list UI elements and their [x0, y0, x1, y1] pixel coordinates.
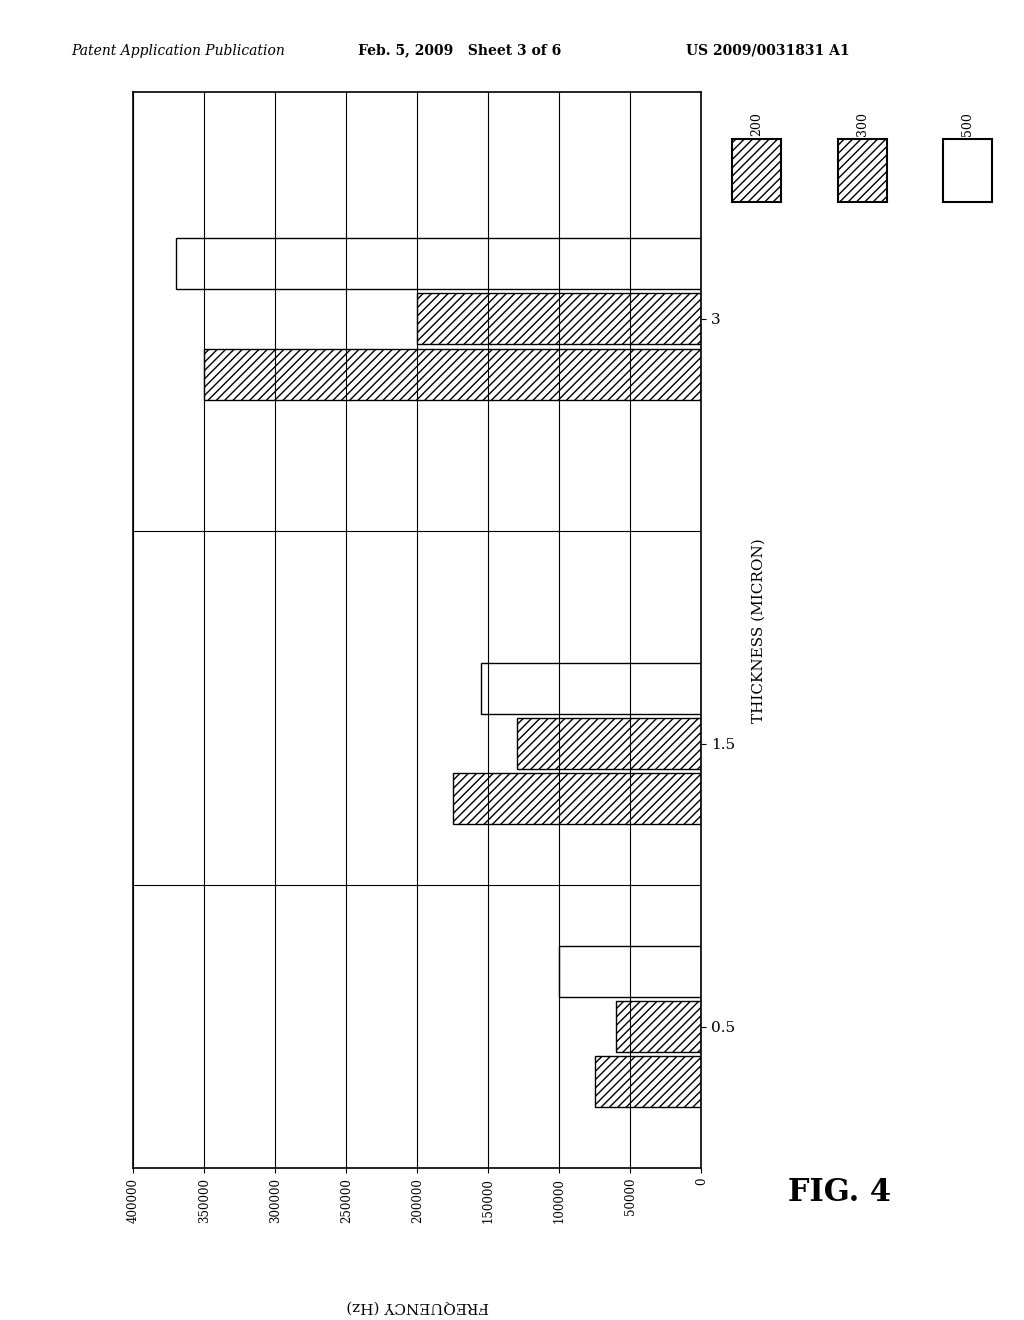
- Y-axis label: THICKNESS (MICRON): THICKNESS (MICRON): [752, 539, 766, 722]
- Text: Patent Application Publication: Patent Application Publication: [72, 44, 286, 58]
- Text: 200: 200: [751, 112, 763, 136]
- Bar: [517, 718, 701, 770]
- Bar: [453, 774, 701, 824]
- Text: FIG. 4: FIG. 4: [788, 1177, 892, 1208]
- Text: US 2009/0031831 A1: US 2009/0031831 A1: [686, 44, 850, 58]
- Text: Feb. 5, 2009   Sheet 3 of 6: Feb. 5, 2009 Sheet 3 of 6: [358, 44, 561, 58]
- Bar: [559, 946, 701, 997]
- Bar: [481, 663, 701, 714]
- X-axis label: FREQUENCY (Hz): FREQUENCY (Hz): [346, 1299, 488, 1313]
- Bar: [176, 238, 701, 289]
- Bar: [418, 293, 701, 345]
- Bar: [204, 348, 701, 400]
- Bar: [616, 1001, 701, 1052]
- Text: 500: 500: [962, 112, 974, 136]
- Bar: [595, 1056, 701, 1107]
- Text: 300: 300: [856, 112, 868, 136]
